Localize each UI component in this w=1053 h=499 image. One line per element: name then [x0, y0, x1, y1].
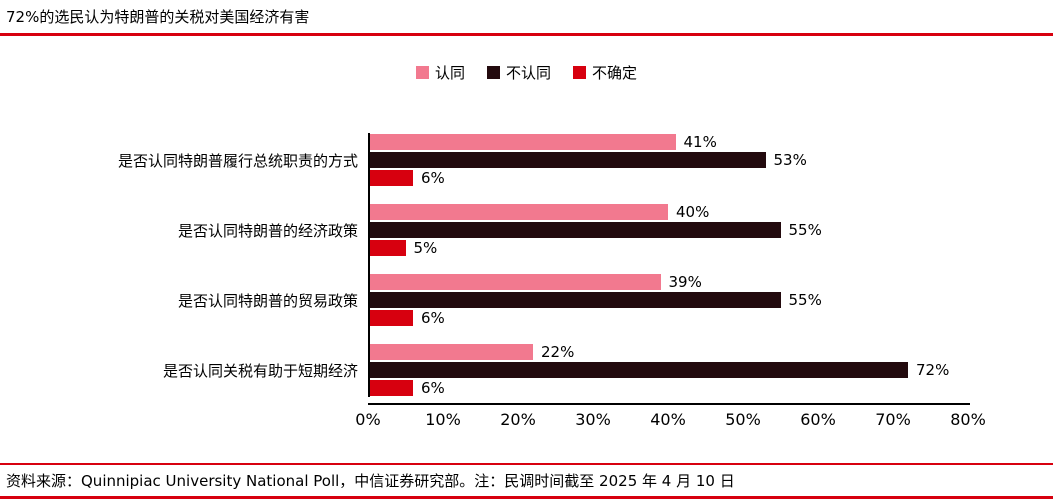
value-label: 5%: [413, 239, 438, 257]
value-label: 41%: [683, 133, 717, 151]
category-label: 是否认同特朗普的贸易政策: [177, 291, 358, 310]
bar-line: 39%: [368, 273, 968, 291]
value-label: 40%: [676, 203, 710, 221]
bar-认同: [368, 344, 533, 360]
bar-line: 55%: [368, 221, 968, 239]
legend: 认同 不认同 不确定: [0, 62, 1053, 83]
y-axis-line: [368, 133, 370, 397]
value-label: 53%: [773, 151, 807, 169]
bar-line: 53%: [368, 151, 968, 169]
bar-不认同: [368, 362, 908, 378]
legend-label: 认同: [434, 64, 465, 82]
x-axis-ticks: 0% 10% 20% 30% 40% 50% 60% 70% 80%: [355, 410, 985, 434]
x-tick-label: 80%: [950, 410, 986, 429]
x-tick-label: 10%: [425, 410, 461, 429]
bar-line: 6%: [368, 379, 968, 397]
legend-swatch: [573, 66, 586, 79]
bar-认同: [368, 274, 661, 290]
bar-不确定: [368, 380, 413, 396]
bar-line: 6%: [368, 169, 968, 187]
bar-line: 22%: [368, 343, 968, 361]
bar-line: 5%: [368, 239, 968, 257]
x-tick-label: 60%: [800, 410, 836, 429]
x-tick-label: 50%: [725, 410, 761, 429]
legend-label: 不确定: [592, 64, 638, 82]
x-tick-label: 20%: [500, 410, 536, 429]
chart-title: 72%的选民认为特朗普的关税对美国经济有害: [0, 0, 1053, 36]
bar-stack: 39% 55% 6%: [368, 273, 968, 327]
bar-group: 是否认同特朗普的经济政策 40% 55% 5%: [0, 203, 1053, 257]
category-label: 是否认同关税有助于短期经济: [162, 361, 358, 380]
value-label: 6%: [421, 169, 445, 187]
category-label: 是否认同特朗普履行总统职责的方式: [117, 151, 358, 170]
bar-不确定: [368, 170, 413, 186]
legend-item-0: 认同: [415, 62, 465, 83]
bar-chart: 是否认同特朗普履行总统职责的方式 41% 53% 6% 是否认同特朗普的经济政策 40% 5…: [0, 133, 1053, 397]
value-label: 6%: [421, 379, 445, 397]
bar-不确定: [368, 240, 406, 256]
bar-line: 72%: [368, 361, 968, 379]
value-label: 72%: [916, 361, 950, 379]
x-tick-label: 70%: [875, 410, 911, 429]
value-label: 55%: [788, 221, 822, 239]
legend-swatch: [415, 66, 429, 79]
bar-group: 是否认同特朗普履行总统职责的方式 41% 53% 6%: [0, 133, 1053, 187]
bar-line: 41%: [368, 133, 968, 151]
legend-swatch: [486, 66, 500, 79]
x-tick-label: 0%: [355, 410, 381, 429]
value-label: 55%: [788, 291, 822, 309]
bar-不认同: [368, 292, 781, 308]
x-tick-label: 30%: [575, 410, 611, 429]
bar-不认同: [368, 152, 766, 168]
value-label: 22%: [541, 343, 575, 361]
value-label: 39%: [668, 273, 702, 291]
legend-label: 不认同: [505, 64, 551, 82]
bar-line: 6%: [368, 309, 968, 327]
bar-不认同: [368, 222, 781, 238]
bar-stack: 41% 53% 6%: [368, 133, 968, 187]
bar-line: 55%: [368, 291, 968, 309]
x-axis-line: [368, 403, 970, 405]
legend-item-1: 不认同: [486, 62, 551, 83]
bar-group: 是否认同特朗普的贸易政策 39% 55% 6%: [0, 273, 1053, 327]
source-note: 资料来源：Quinnipiac University National Poll…: [0, 463, 1053, 499]
bar-认同: [368, 134, 676, 150]
bar-stack: 22% 72% 6%: [368, 343, 968, 397]
bar-认同: [368, 204, 668, 220]
bar-不确定: [368, 310, 413, 326]
bar-group: 是否认同关税有助于短期经济 22% 72% 6%: [0, 343, 1053, 397]
legend-item-2: 不确定: [573, 62, 637, 83]
bar-line: 40%: [368, 203, 968, 221]
x-tick-label: 40%: [650, 410, 686, 429]
category-label: 是否认同特朗普的经济政策: [177, 221, 358, 240]
bar-stack: 40% 55% 5%: [368, 203, 968, 257]
value-label: 6%: [421, 309, 445, 327]
